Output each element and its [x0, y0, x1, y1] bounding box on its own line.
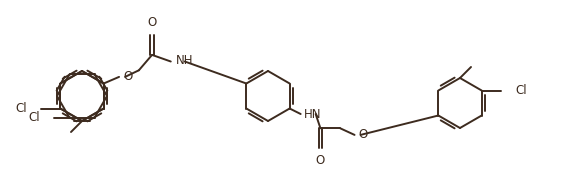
Text: O: O [147, 16, 157, 29]
Text: Cl: Cl [15, 102, 27, 115]
Text: O: O [316, 154, 325, 167]
Text: HN: HN [303, 108, 321, 121]
Text: O: O [123, 70, 132, 83]
Text: NH: NH [176, 54, 193, 67]
Text: Cl: Cl [516, 84, 527, 97]
Text: Cl: Cl [28, 111, 40, 124]
Text: O: O [358, 128, 368, 141]
